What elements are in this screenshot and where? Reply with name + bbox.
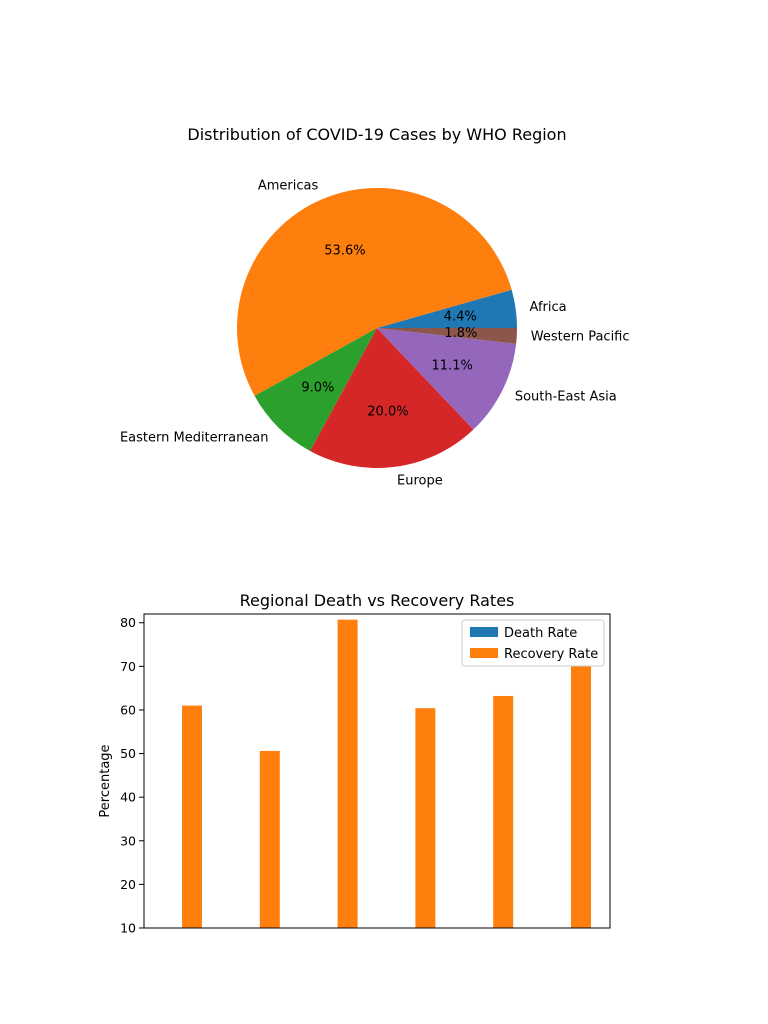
pie-pct-label: 4.4% bbox=[444, 309, 477, 324]
y-tick-label: 70 bbox=[120, 659, 136, 674]
bar-recovery-rate bbox=[415, 708, 436, 928]
bar-recovery-rate bbox=[259, 750, 280, 928]
bar-recovery-rate bbox=[493, 695, 514, 928]
pie-slice-africa bbox=[377, 289, 517, 328]
y-tick-label: 50 bbox=[120, 746, 136, 761]
pie-category-label: Western Pacific bbox=[531, 330, 630, 345]
pie-slice-western-pacific bbox=[377, 328, 517, 344]
pie-slice-europe bbox=[310, 328, 474, 468]
legend-label: Death Rate bbox=[504, 626, 577, 641]
legend-swatch bbox=[470, 648, 498, 658]
pie-category-label: Americas bbox=[258, 179, 319, 194]
y-tick-label: 20 bbox=[120, 877, 136, 892]
plot-frame bbox=[143, 613, 611, 929]
y-tick-label: 30 bbox=[120, 833, 136, 848]
pie-slice-americas bbox=[237, 188, 512, 396]
bar-recovery-rate bbox=[337, 619, 358, 928]
pie-category-label: Africa bbox=[530, 300, 567, 315]
bar-chart: Regional Death vs Recovery Rates 10 20 30 4… bbox=[98, 591, 611, 936]
pie-category-label: Eastern Mediterranean bbox=[120, 430, 269, 445]
pie-slice-eastern-mediterranean bbox=[254, 328, 377, 451]
pie-pct-label: 20.0% bbox=[367, 404, 408, 419]
pie-pct-label: 53.6% bbox=[324, 243, 365, 258]
pie-chart: Distribution of COVID-19 Cases by WHO Re… bbox=[120, 125, 630, 489]
bar-title: Regional Death vs Recovery Rates bbox=[240, 591, 515, 610]
y-tick-label: 40 bbox=[120, 790, 136, 805]
legend-swatch bbox=[470, 627, 498, 637]
pie-category-label: South-East Asia bbox=[515, 390, 617, 405]
pie-pct-label: 1.8% bbox=[444, 326, 477, 341]
bar-recovery-rate bbox=[182, 705, 202, 928]
bar-recovery-rate bbox=[571, 662, 591, 928]
pie-pct-label: 9.0% bbox=[301, 381, 334, 396]
pie-category-label: Europe bbox=[397, 474, 443, 489]
legend: Death Rate Recovery Rate bbox=[461, 619, 605, 667]
pie-title: Distribution of COVID-19 Cases by WHO Re… bbox=[187, 125, 566, 144]
y-axis-label: Percentage bbox=[98, 744, 113, 817]
y-tick-label: 10 bbox=[120, 921, 136, 936]
pie-slice-south-east-asia bbox=[377, 328, 517, 430]
pie-pct-label: 11.1% bbox=[432, 358, 473, 373]
legend-label: Recovery Rate bbox=[504, 647, 598, 662]
y-tick-label: 80 bbox=[120, 615, 136, 630]
y-tick-label: 60 bbox=[120, 702, 136, 717]
